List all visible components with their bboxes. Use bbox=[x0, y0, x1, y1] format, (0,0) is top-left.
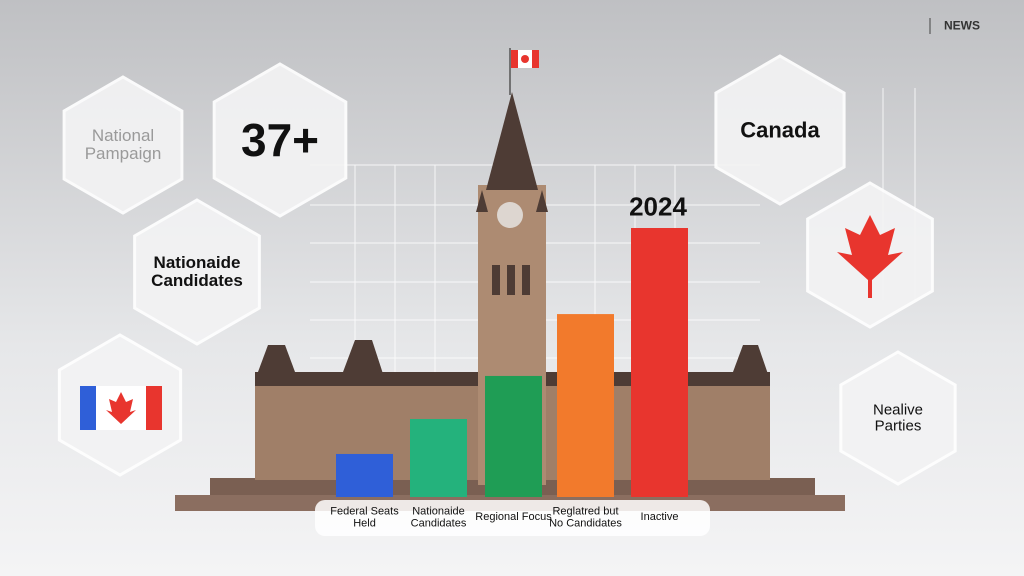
x-tick-label: Reglatred but No Candidates bbox=[549, 505, 622, 529]
maple-leaf bbox=[837, 215, 903, 298]
bar bbox=[336, 453, 393, 497]
x-tick-label: Inactive bbox=[640, 511, 679, 524]
bar bbox=[557, 314, 614, 497]
bar bbox=[485, 375, 542, 497]
hexagon bbox=[133, 198, 261, 346]
annotation: 2024 bbox=[629, 191, 687, 222]
x-tick-label: Regional Focus bbox=[475, 511, 552, 524]
hexagon bbox=[212, 62, 348, 218]
flag-band bbox=[146, 386, 162, 430]
panel-text: National Pampaign bbox=[84, 126, 162, 163]
maple-leaf bbox=[106, 392, 136, 424]
x-tick-label: Federal Seats Held bbox=[330, 505, 399, 529]
hexagon bbox=[839, 350, 957, 486]
x-tick-label: Nationaide Candidates bbox=[410, 505, 467, 529]
panel-text: Nationaide Candidates bbox=[151, 253, 243, 290]
bar bbox=[410, 418, 467, 497]
flag-band bbox=[80, 386, 96, 430]
panel-text: Nealive Parties bbox=[872, 401, 924, 434]
panel-text: Canada bbox=[740, 117, 820, 143]
label-panel bbox=[315, 500, 710, 536]
hexagon bbox=[714, 54, 846, 206]
panel-text: 37+ bbox=[240, 113, 320, 166]
bar bbox=[631, 228, 688, 497]
hexagon bbox=[62, 75, 184, 215]
header: NEWS bbox=[944, 18, 980, 33]
